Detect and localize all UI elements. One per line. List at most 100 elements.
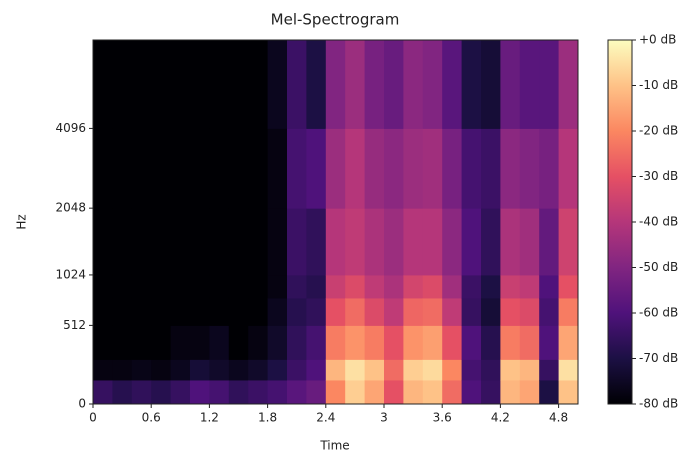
heatmap-cell bbox=[345, 297, 366, 326]
heatmap-cell bbox=[248, 128, 269, 209]
heatmap-cell bbox=[190, 128, 210, 209]
heatmap-cell bbox=[151, 208, 172, 276]
heatmap-cell bbox=[170, 325, 191, 360]
x-tick-label: 3 bbox=[380, 411, 388, 425]
heatmap-cell bbox=[481, 297, 501, 326]
heatmap-cell bbox=[190, 208, 210, 276]
heatmap-cell bbox=[287, 379, 307, 405]
heatmap-cell bbox=[403, 379, 424, 405]
heatmap-cell bbox=[131, 379, 152, 405]
heatmap-cell bbox=[190, 325, 210, 360]
heatmap-cell bbox=[93, 40, 113, 129]
heatmap-cell bbox=[325, 40, 346, 129]
x-tick-label: 2.4 bbox=[316, 411, 335, 425]
heatmap-cell bbox=[287, 40, 307, 129]
heatmap-cell bbox=[384, 40, 404, 129]
heatmap-cell bbox=[287, 128, 307, 209]
heatmap-cell bbox=[558, 379, 579, 405]
heatmap-cell bbox=[384, 208, 404, 276]
heatmap-cell bbox=[170, 128, 191, 209]
heatmap-cell bbox=[519, 379, 540, 405]
heatmap-cell bbox=[209, 208, 230, 276]
heatmap-cell bbox=[228, 325, 249, 360]
heatmap-cell bbox=[442, 297, 463, 326]
heatmap-cell bbox=[558, 297, 579, 326]
heatmap-cell bbox=[539, 379, 560, 405]
heatmap-cell bbox=[442, 208, 463, 276]
heatmap-cell bbox=[422, 359, 443, 381]
heatmap-cell bbox=[481, 325, 501, 360]
heatmap-cell bbox=[519, 274, 540, 299]
heatmap-cell bbox=[364, 128, 385, 209]
heatmap-cell bbox=[442, 325, 463, 360]
heatmap-cell bbox=[131, 325, 152, 360]
heatmap-cell bbox=[384, 274, 404, 299]
heatmap-cell bbox=[287, 359, 307, 381]
heatmap-cell bbox=[93, 128, 113, 209]
heatmap-cell bbox=[190, 297, 210, 326]
heatmap-cell bbox=[384, 128, 404, 209]
heatmap-cell bbox=[539, 325, 560, 360]
heatmap-cell bbox=[287, 208, 307, 276]
heatmap-cell bbox=[481, 379, 501, 405]
y-tick-label: 0 bbox=[78, 397, 86, 411]
heatmap-cell bbox=[228, 208, 249, 276]
heatmap-cell bbox=[364, 359, 385, 381]
heatmap-cell bbox=[539, 297, 560, 326]
heatmap-cell bbox=[384, 325, 404, 360]
heatmap-cell bbox=[422, 208, 443, 276]
heatmap-cell bbox=[170, 359, 191, 381]
heatmap-cell bbox=[209, 128, 230, 209]
heatmap-cell bbox=[306, 325, 327, 360]
heatmap-cell bbox=[539, 274, 560, 299]
heatmap-cell bbox=[209, 297, 230, 326]
heatmap-cell bbox=[306, 128, 327, 209]
heatmap-cell bbox=[170, 297, 191, 326]
colorbar bbox=[607, 39, 633, 405]
heatmap-cell bbox=[461, 379, 482, 405]
x-tick-label: 0 bbox=[89, 411, 97, 425]
heatmap-cell bbox=[345, 325, 366, 360]
heatmap-cell bbox=[131, 297, 152, 326]
heatmap-cell bbox=[248, 359, 269, 381]
heatmap-cell bbox=[500, 297, 521, 326]
heatmap-cell bbox=[93, 297, 113, 326]
heatmap-cell bbox=[558, 359, 579, 381]
heatmap-cell bbox=[461, 40, 482, 129]
heatmap-cell bbox=[364, 274, 385, 299]
heatmap-cell bbox=[519, 359, 540, 381]
heatmap-cell bbox=[325, 297, 346, 326]
heatmap-cell bbox=[267, 359, 288, 381]
heatmap-cell bbox=[364, 379, 385, 405]
heatmap-cell bbox=[93, 208, 113, 276]
heatmap-cell bbox=[403, 359, 424, 381]
heatmap-cell bbox=[93, 274, 113, 299]
heatmap-cell bbox=[306, 297, 327, 326]
heatmap-cell bbox=[228, 379, 249, 405]
y-tick-label: 2048 bbox=[55, 201, 86, 215]
heatmap-cell bbox=[151, 325, 172, 360]
heatmap-cell bbox=[325, 274, 346, 299]
heatmap-cell bbox=[248, 40, 269, 129]
x-tick-label: 1.8 bbox=[258, 411, 277, 425]
heatmap-cell bbox=[170, 40, 191, 129]
heatmap-cell bbox=[228, 297, 249, 326]
heatmap-cell bbox=[267, 128, 288, 209]
heatmap-cell bbox=[481, 274, 501, 299]
heatmap-cell bbox=[131, 208, 152, 276]
heatmap-cell bbox=[131, 128, 152, 209]
heatmap-cell bbox=[287, 297, 307, 326]
heatmap-cell bbox=[403, 325, 424, 360]
heatmap-cell bbox=[248, 325, 269, 360]
heatmap-cell bbox=[190, 274, 210, 299]
heatmap-cell bbox=[519, 297, 540, 326]
heatmap-cell bbox=[403, 128, 424, 209]
heatmap-cell bbox=[151, 359, 172, 381]
colorbar-tick-label: -80 dB bbox=[639, 397, 678, 411]
heatmap-cell bbox=[112, 40, 133, 129]
heatmap-cell bbox=[190, 40, 210, 129]
heatmap-cell bbox=[422, 297, 443, 326]
y-tick-label: 512 bbox=[63, 318, 86, 332]
heatmap-cell bbox=[306, 274, 327, 299]
heatmap-cell bbox=[267, 208, 288, 276]
